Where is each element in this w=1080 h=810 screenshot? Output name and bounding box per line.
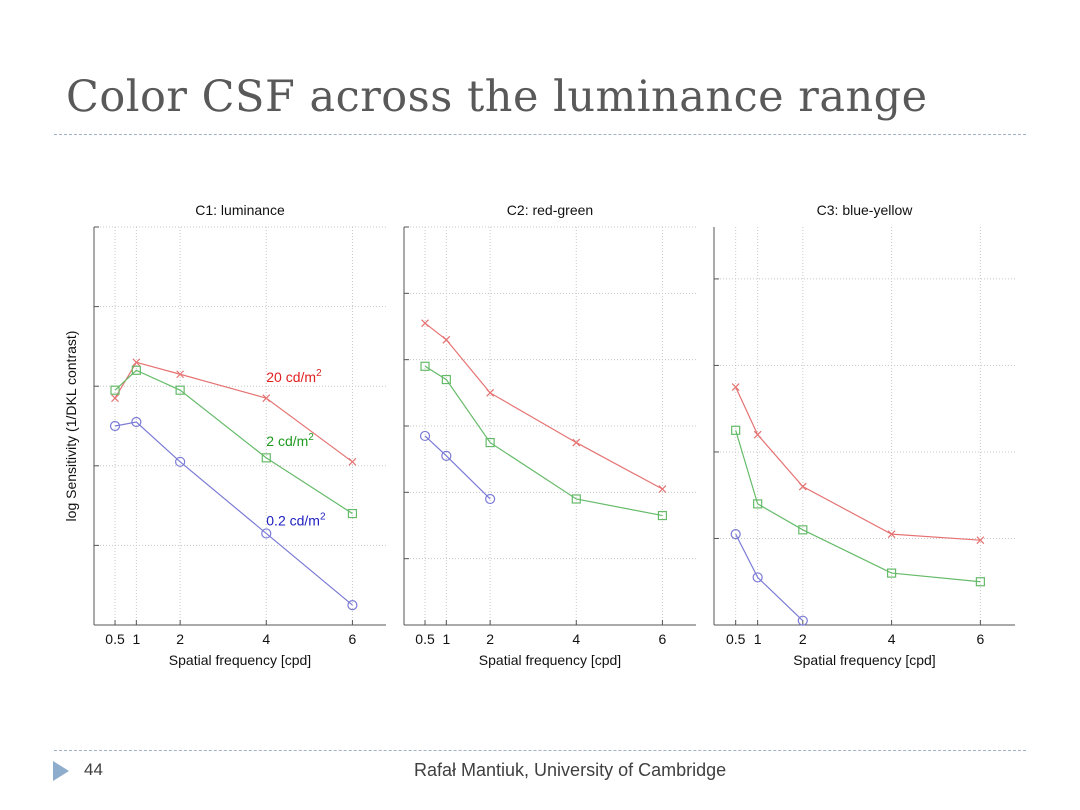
panel-1-point-circle-marker bbox=[347, 599, 358, 611]
panel-2-series-line-2 bbox=[424, 365, 663, 517]
panel-3-title: C3: blue-yellow bbox=[817, 202, 914, 218]
panel-3-point-circle-marker bbox=[730, 529, 741, 540]
panel-2-point-x-marker bbox=[421, 319, 429, 328]
footer-arrow-icon bbox=[53, 761, 69, 781]
panel-1-point-x-marker bbox=[132, 358, 141, 367]
panel-1-point-x-marker bbox=[176, 370, 185, 379]
panel-1-point-square-marker bbox=[131, 365, 141, 375]
panel-2-point-square-marker bbox=[485, 437, 495, 448]
panel-1-point-square-marker bbox=[261, 453, 271, 463]
panel-2-x-tick-label: 4 bbox=[572, 631, 580, 647]
panel-3-x-tick-label: 0.5 bbox=[726, 631, 746, 647]
panel-3-point-x-marker bbox=[731, 383, 740, 391]
panel-1-point-circle-marker bbox=[261, 528, 272, 539]
panel-1-point-square-marker bbox=[347, 508, 358, 519]
panel-3-x-axis-label: Spatial frequency [cpd] bbox=[793, 652, 935, 668]
panel-3-point-square-marker bbox=[753, 499, 763, 509]
panel-3-point-x-marker bbox=[753, 430, 762, 439]
panel-2-x-tick-label: 1 bbox=[442, 631, 450, 647]
panel-3-x-tick-label: 6 bbox=[976, 631, 984, 647]
panel-2-point-square-marker bbox=[571, 494, 581, 504]
panel-1-x-axis-label: Spatial frequency [cpd] bbox=[169, 652, 311, 668]
panel-3-point-x-marker bbox=[798, 482, 807, 491]
panel-2-point-square-marker bbox=[441, 374, 451, 385]
panel-1-point-circle-marker bbox=[175, 456, 186, 467]
panel-3-point-square-marker bbox=[731, 425, 741, 435]
panel-3-point-x-marker bbox=[976, 536, 985, 545]
panel-3-point-square-marker bbox=[798, 525, 808, 535]
panel-2-point-circle-marker bbox=[441, 450, 452, 461]
panel-3-series-line-3 bbox=[735, 533, 804, 622]
panel-1-point-square-marker bbox=[110, 385, 120, 395]
panel-3-series-line-1 bbox=[735, 386, 981, 541]
panel-1-series-line-2 bbox=[114, 369, 353, 515]
footer-divider bbox=[54, 750, 1026, 751]
panel-1-point-x-marker bbox=[111, 394, 119, 403]
panel-3-x-tick-label: 2 bbox=[799, 631, 807, 647]
panel-1-series-line-3 bbox=[114, 421, 353, 606]
footer-credit: Rafał Mantiuk, University of Cambridge bbox=[414, 760, 727, 780]
panel-3-point-circle-marker bbox=[797, 615, 808, 626]
panel-2-x-tick-label: 6 bbox=[659, 631, 667, 647]
panel-2-x-tick-label: 0.5 bbox=[415, 631, 435, 647]
panel-2-point-square-marker bbox=[420, 361, 430, 371]
panel-3-series-line-2 bbox=[735, 430, 981, 583]
panel-2-point-x-marker bbox=[658, 485, 667, 493]
panel-3-point-square-marker bbox=[886, 568, 897, 578]
panel-2-point-circle-marker bbox=[485, 493, 496, 505]
panel-1-y-axis-label: log Sensitivity (1/DKL contrast) bbox=[63, 331, 79, 522]
page-number: 44 bbox=[84, 760, 103, 779]
panel-1-point-circle-marker bbox=[131, 416, 142, 428]
panel-1-x-tick-label: 6 bbox=[349, 631, 357, 647]
panel-2-title: C2: red-green bbox=[507, 202, 593, 218]
panel-1-point-x-marker bbox=[348, 457, 357, 466]
panel-3-point-circle-marker bbox=[752, 572, 763, 583]
panel-2-x-axis-label: Spatial frequency [cpd] bbox=[479, 652, 621, 668]
panel-2-point-circle-marker bbox=[419, 430, 431, 442]
panel-3-point-x-marker bbox=[887, 530, 896, 539]
panel-1-point-circle-marker bbox=[109, 420, 121, 432]
panel-3-point-square-marker bbox=[975, 577, 985, 587]
title-divider bbox=[54, 134, 1026, 135]
panel-1-point-square-marker bbox=[175, 385, 185, 395]
panel-2-point-x-marker bbox=[486, 388, 495, 397]
panel-3-x-tick-label: 4 bbox=[888, 631, 896, 647]
panel-2-series-line-3 bbox=[424, 435, 491, 500]
panel-3-x-tick-label: 1 bbox=[754, 631, 762, 647]
panel-2-point-x-marker bbox=[442, 335, 451, 344]
panel-2-point-x-marker bbox=[572, 438, 581, 447]
panel-1-x-tick-label: 0.5 bbox=[105, 631, 125, 647]
panel-2-series-line-1 bbox=[424, 322, 663, 490]
panel-1-annotation-3: 0.2 cd/m2 bbox=[266, 512, 326, 529]
panel-1-annotation-1: 20 cd/m2 bbox=[266, 368, 322, 385]
panel-1-x-tick-label: 2 bbox=[176, 631, 184, 647]
panel-2-point-square-marker bbox=[657, 510, 668, 521]
panel-1-x-tick-label: 1 bbox=[132, 631, 140, 647]
panel-1-annotation-2: 2 cd/m2 bbox=[266, 432, 314, 449]
panel-1-point-x-marker bbox=[262, 394, 271, 403]
panel-2-x-tick-label: 2 bbox=[486, 631, 494, 647]
slide-title: Color CSF across the luminance range bbox=[66, 72, 928, 122]
panel-1-title: C1: luminance bbox=[195, 202, 285, 218]
panel-1-x-tick-label: 4 bbox=[262, 631, 270, 647]
